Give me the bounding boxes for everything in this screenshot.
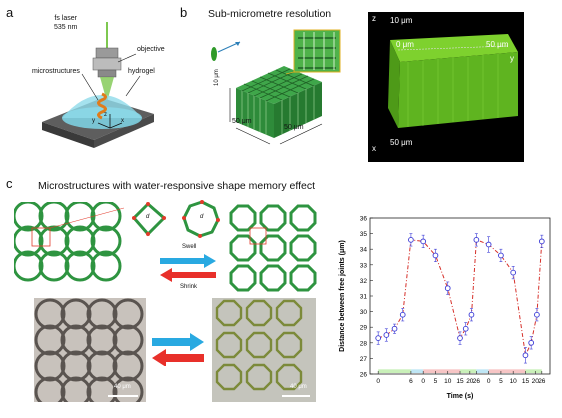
x-tick-label-4: 10 — [444, 378, 452, 385]
data-point-17 — [534, 311, 540, 318]
hydrogel-label: hydrogel — [128, 68, 155, 75]
panel-b-lattice — [211, 29, 341, 145]
panel-b-title: Sub-micrometre resolution — [208, 8, 332, 20]
axis-y-label: y — [92, 118, 95, 124]
y-tick-label-4: 30 — [360, 309, 368, 316]
render-y-label: y — [510, 54, 514, 63]
phase-band-1 — [410, 369, 424, 373]
y-axis-label: Distance between free joints (μm) — [339, 240, 346, 352]
y-tick-label-8: 34 — [360, 247, 368, 254]
axis-x-label: x — [121, 118, 124, 124]
panel-c-title: Microstructures with water-responsive sh… — [38, 180, 315, 192]
swell-shrink-arrows — [160, 254, 216, 282]
render-50um-bottom-label: 50 μm — [390, 138, 413, 147]
objective-label: objective — [137, 46, 165, 53]
x-tick-label-13: 26 — [538, 378, 546, 385]
y-tick-label-1: 27 — [360, 356, 368, 363]
x-tick-label-8: 0 — [487, 378, 491, 385]
y-tick-label-0: 26 — [360, 372, 368, 379]
data-point-15 — [522, 352, 529, 359]
phase-band-6 — [525, 369, 542, 373]
microstructures-label: microstructures — [32, 68, 80, 75]
x-tick-label-9: 5 — [499, 378, 503, 385]
lattice-height-label: 10 μm — [214, 69, 220, 86]
data-point-3 — [399, 311, 406, 318]
render-x-label: x — [372, 144, 376, 153]
laser-label-line2: 535 nm — [54, 24, 78, 31]
data-point-1 — [383, 332, 390, 338]
laser-label-line1: fs laser — [54, 15, 77, 22]
render-0um-label: 0 μm — [396, 40, 414, 49]
axis-z-label: z — [104, 112, 107, 118]
confocal-render-graphic — [388, 34, 518, 128]
scale-bar-right-label: 40 μm — [290, 384, 307, 390]
swelled-lattice-schematic — [229, 204, 317, 292]
data-point-6 — [432, 252, 439, 259]
data-point-12 — [485, 241, 492, 248]
shrunk-lattice-schematic — [14, 202, 124, 294]
lattice-width2-label: 50 μm — [284, 124, 304, 131]
scale-bar-left-label: 40 μm — [114, 384, 131, 390]
unit-cell-d-label: d — [146, 214, 150, 220]
micrograph-swelled-graphic — [215, 299, 310, 397]
x-tick-label-10: 10 — [510, 378, 518, 385]
data-point-14 — [510, 269, 517, 276]
x-axis-label: Time (s) — [447, 393, 474, 400]
data-point-4 — [408, 236, 414, 243]
render-z-label: z — [372, 14, 376, 23]
x-tick-label-6: 20 — [466, 378, 474, 385]
y-tick-label-5: 31 — [360, 294, 368, 301]
data-point-9 — [462, 325, 469, 332]
x-tick-label-2: 0 — [421, 378, 425, 385]
panel-a-letter: a — [6, 5, 14, 20]
data-point-2 — [391, 325, 398, 332]
panel-b-letter: b — [180, 5, 188, 20]
x-tick-label-1: 6 — [409, 378, 413, 385]
x-tick-label-7: 26 — [473, 378, 481, 385]
unit-cells — [131, 200, 220, 238]
data-point-10 — [468, 311, 475, 318]
data-point-11 — [473, 236, 480, 243]
y-tick-label-9: 35 — [360, 231, 368, 238]
unit-cell-d-label-2: d — [200, 214, 204, 220]
shrink-label: Shrink — [180, 284, 198, 290]
phase-band-2 — [423, 369, 460, 373]
swell-label: Swell — [182, 244, 197, 250]
data-point-13 — [498, 252, 504, 259]
x-tick-label-12: 20 — [532, 378, 540, 385]
x-tick-label-0: 0 — [376, 378, 380, 385]
phase-band-3 — [460, 369, 477, 373]
panel-c-letter: c — [6, 176, 13, 191]
data-point-8 — [457, 335, 463, 341]
y-tick-label-3: 29 — [360, 325, 368, 332]
render-10um-label: 10 μm — [390, 16, 413, 25]
big-swell-shrink-arrows — [152, 333, 204, 366]
y-tick-label-7: 33 — [360, 262, 368, 269]
data-point-0 — [375, 335, 382, 341]
phase-band-4 — [476, 369, 489, 373]
lattice-width1-label: 50 μm — [232, 118, 252, 125]
data-point-7 — [444, 285, 451, 292]
x-tick-label-5: 15 — [456, 378, 464, 385]
confocal-render — [368, 12, 524, 162]
y-tick-label-2: 28 — [360, 340, 368, 347]
micrograph-shrunk-graphic — [34, 298, 144, 402]
x-tick-label-3: 5 — [434, 378, 438, 385]
micrograph-shrunk — [34, 298, 146, 402]
micrograph-swelled — [212, 298, 316, 402]
panel-a-schematic — [42, 22, 154, 148]
y-tick-label-10: 36 — [360, 216, 368, 223]
x-tick-label-11: 15 — [522, 378, 530, 385]
data-point-16 — [528, 339, 535, 346]
data-point-5 — [420, 238, 427, 245]
y-tick-label-6: 32 — [360, 278, 368, 285]
phase-band-5 — [488, 369, 526, 373]
phase-band-0 — [378, 369, 411, 373]
laser-label: fs laser 535 nm — [54, 14, 77, 32]
data-point-18 — [538, 238, 545, 245]
render-50um-label: 50 μm — [486, 40, 509, 49]
plot-frame — [369, 217, 551, 375]
